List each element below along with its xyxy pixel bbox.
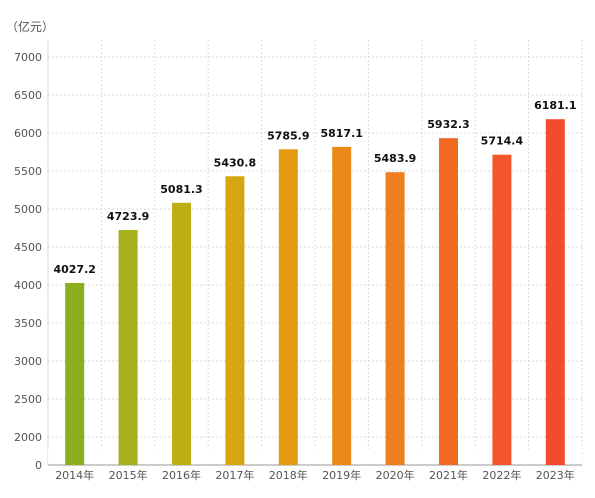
bar	[385, 172, 405, 465]
y-tick-label: 4500	[14, 241, 42, 254]
y-tick-label: 6500	[14, 89, 42, 102]
bar-value-label: 5817.1	[320, 127, 362, 140]
bar	[225, 176, 245, 465]
bar	[545, 119, 565, 466]
x-tick-label: 2020年	[376, 468, 415, 482]
x-tick-label: 2016年	[162, 468, 201, 482]
x-tick-label: 2023年	[536, 468, 575, 482]
y-tick-label: 3000	[14, 355, 42, 368]
bar	[172, 202, 191, 465]
bar	[65, 282, 85, 465]
bar-value-label: 5785.9	[267, 129, 309, 142]
y-tick-label: 2000	[14, 431, 42, 444]
bar-value-label: 5714.4	[481, 135, 524, 148]
bar-value-label: 5483.9	[374, 152, 416, 165]
x-tick-label: 2018年	[269, 468, 308, 482]
bar-value-label: 5081.3	[160, 183, 202, 196]
y-unit-label: （亿元）	[6, 20, 55, 34]
bar	[332, 146, 352, 466]
y-tick-label: 5000	[14, 203, 42, 216]
y-tick-label: 2500	[14, 393, 42, 406]
y-tick-label-zero: 0	[35, 459, 42, 472]
y-tick-label: 4000	[14, 279, 42, 292]
x-tick-label: 2017年	[215, 468, 254, 482]
y-tick-label: 6000	[14, 127, 42, 140]
bar	[439, 138, 458, 465]
x-tick-label: 2015年	[109, 468, 148, 482]
bar	[492, 154, 512, 465]
y-tick-label: 7000	[14, 51, 42, 64]
bar-value-label: 4723.9	[107, 210, 149, 223]
x-tick-label: 2022年	[482, 468, 521, 482]
bar-value-label: 4027.2	[53, 263, 95, 276]
x-tick-label: 2019年	[322, 468, 361, 482]
y-tick-label: 3500	[14, 317, 42, 330]
bar-value-label: 6181.1	[534, 99, 576, 112]
y-tick-label: 5500	[14, 165, 42, 178]
bar	[118, 229, 138, 465]
bar	[278, 149, 298, 465]
x-tick-label: 2014年	[55, 468, 94, 482]
bar-value-label: 5430.8	[214, 156, 256, 169]
x-tick-label: 2021年	[429, 468, 468, 482]
bar-value-label: 5932.3	[427, 118, 469, 131]
